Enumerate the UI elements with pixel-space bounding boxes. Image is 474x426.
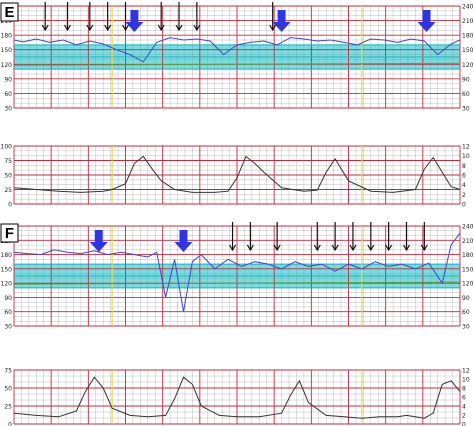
panel-e-uc-tick-right: 12 bbox=[462, 144, 470, 151]
panel-e-black-arrow-head bbox=[269, 24, 277, 32]
panel-e-fhr-tick-right: 30 bbox=[462, 106, 470, 113]
panel-e-uc-tick-right: 4 bbox=[462, 182, 466, 189]
panel-e-uc-tick-right: 8 bbox=[462, 163, 466, 170]
panel-e-uc-tick-left: 100 bbox=[1, 144, 13, 151]
panel-f-blue-arrow bbox=[174, 230, 193, 252]
panel-e-black-arrow-head bbox=[157, 24, 165, 32]
panel-e-fhr-tick-left: 30 bbox=[4, 106, 12, 113]
panel-e-uc-tick-right: 10 bbox=[462, 153, 470, 160]
panel-f-black-arrow-head bbox=[331, 244, 339, 252]
panel-f-fhr-tick-right: 30 bbox=[462, 324, 470, 331]
panel-e-fhr-tick-right: 210 bbox=[462, 18, 474, 25]
panel-f-black-arrow-head bbox=[313, 244, 321, 252]
panel-e-uc-tick-left: 50 bbox=[4, 173, 12, 180]
panel-e-fhr-tick-left: 180 bbox=[1, 33, 13, 40]
panel-e-fhr-trace bbox=[13, 37, 461, 63]
panel-f-uc-tick-right: 0 bbox=[462, 422, 466, 426]
panel-e-black-arrow-head bbox=[86, 24, 94, 32]
panel-f-black-arrow-head bbox=[349, 244, 357, 252]
panel-e-fhr-tick-right: 120 bbox=[462, 62, 474, 69]
panel-e-fhr-tick-left: 210 bbox=[1, 18, 13, 25]
panel-f-black-arrow-head bbox=[273, 244, 281, 252]
panel-e-uc-tick-left: 25 bbox=[4, 187, 12, 194]
panel-e-maternal-trace bbox=[13, 62, 461, 66]
panel-e-blue-arrow bbox=[125, 10, 144, 32]
panel-f-black-arrow-head bbox=[385, 244, 393, 252]
panel-badge-e: E bbox=[4, 4, 14, 21]
panel-f-fhr-tick-left: 150 bbox=[1, 266, 13, 273]
panel-f-uc-tick-right: 2 bbox=[462, 413, 466, 420]
panel-e-uc-tick-right: 0 bbox=[462, 202, 466, 209]
panel-e-blue-arrow bbox=[417, 10, 436, 32]
panel-e-black-arrow-head bbox=[41, 24, 49, 32]
panel-f-fhr-tick-left: 60 bbox=[4, 309, 12, 316]
panel-f-uc-tick-right: 12 bbox=[462, 368, 470, 375]
panel-e-black-arrow-head bbox=[175, 24, 183, 32]
panel-f-fhr-tick-right: 240 bbox=[462, 224, 474, 231]
panel-f-uc-tick-left: 50 bbox=[4, 386, 12, 393]
panel-f-fhr-trace bbox=[13, 232, 461, 312]
panel-badge-e-box bbox=[0, 2, 19, 22]
panel-f-fhr-tick-right: 180 bbox=[462, 252, 474, 259]
panel-f-uc-tick-right: 4 bbox=[462, 404, 466, 411]
panel-e-fhr-tick-left: 150 bbox=[1, 47, 13, 54]
panel-e-black-arrow-head bbox=[193, 24, 201, 32]
panel-f: 2402101801501209060302402101801501209060… bbox=[1, 222, 474, 426]
panel-f-uc-tick-right: 8 bbox=[462, 386, 466, 393]
panel-f-maternal-trace bbox=[13, 281, 461, 285]
panel-e-fhr-tick-right: 90 bbox=[462, 76, 470, 83]
panel-f-fhr-tick-right: 90 bbox=[462, 295, 470, 302]
panel-f-fhr-tick-right: 60 bbox=[462, 309, 470, 316]
panel-f-black-arrow-head bbox=[246, 244, 254, 252]
panel-f-black-arrow-head bbox=[402, 244, 410, 252]
panel-e-black-arrow-head bbox=[64, 24, 72, 32]
panel-e-blue-arrow bbox=[272, 10, 291, 32]
panel-f-uc-tick-left: 25 bbox=[4, 404, 12, 411]
panel-e-uc-tick-left: 0 bbox=[8, 202, 12, 209]
panel-f-fhr-tick-left: 120 bbox=[1, 281, 13, 288]
panel-f-fhr-tick-left: 90 bbox=[4, 295, 12, 302]
panel-badges: E F bbox=[0, 2, 19, 243]
panel-badge-f-box bbox=[0, 223, 19, 243]
panel-f-fhr-tick-left: 180 bbox=[1, 252, 13, 259]
panel-f-blue-arrow bbox=[89, 230, 108, 252]
panel-e-fhr-tick-right: 150 bbox=[462, 47, 474, 54]
panel-f-black-arrow-head bbox=[420, 244, 428, 252]
panel-e-fhr-tick-left: 120 bbox=[1, 62, 13, 69]
panel-f-fhr-tick-right: 120 bbox=[462, 281, 474, 288]
panel-e-uc-trace bbox=[13, 155, 461, 193]
panel-f-uc-tick-left: 0 bbox=[8, 422, 12, 426]
panel-e-uc-tick-right: 6 bbox=[462, 173, 466, 180]
panel-f-uc-tick-right: 6 bbox=[462, 395, 466, 402]
panel-e-fhr-tick-right: 240 bbox=[462, 4, 474, 11]
panel-e-uc-tick-right: 2 bbox=[462, 192, 466, 199]
panel-f-black-arrow-head bbox=[229, 244, 237, 252]
panel-f-fhr-tick-right: 150 bbox=[462, 266, 474, 273]
panel-f-uc-trace bbox=[13, 376, 461, 419]
panel-f-fhr-tick-right: 210 bbox=[462, 238, 474, 245]
panel-e: 2402101801501209060302402101801501209060… bbox=[1, 2, 474, 209]
panel-f-black-arrow-head bbox=[367, 244, 375, 252]
panel-e-fhr-tick-right: 180 bbox=[462, 33, 474, 40]
panel-e-fhr-tick-right: 60 bbox=[462, 91, 470, 98]
panel-e-fhr-tick-left: 90 bbox=[4, 76, 12, 83]
panel-e-black-arrow-head bbox=[104, 24, 112, 32]
panel-badge-f: F bbox=[5, 225, 14, 242]
panel-e-black-arrow-head bbox=[121, 24, 130, 32]
panel-f-uc-tick-right: 10 bbox=[462, 377, 470, 384]
panel-f-fhr-tick-left: 30 bbox=[4, 324, 12, 331]
panel-f-uc-tick-left: 75 bbox=[4, 368, 12, 375]
panel-e-uc-tick-left: 75 bbox=[4, 158, 12, 165]
panel-e-fhr-tick-left: 60 bbox=[4, 91, 12, 98]
